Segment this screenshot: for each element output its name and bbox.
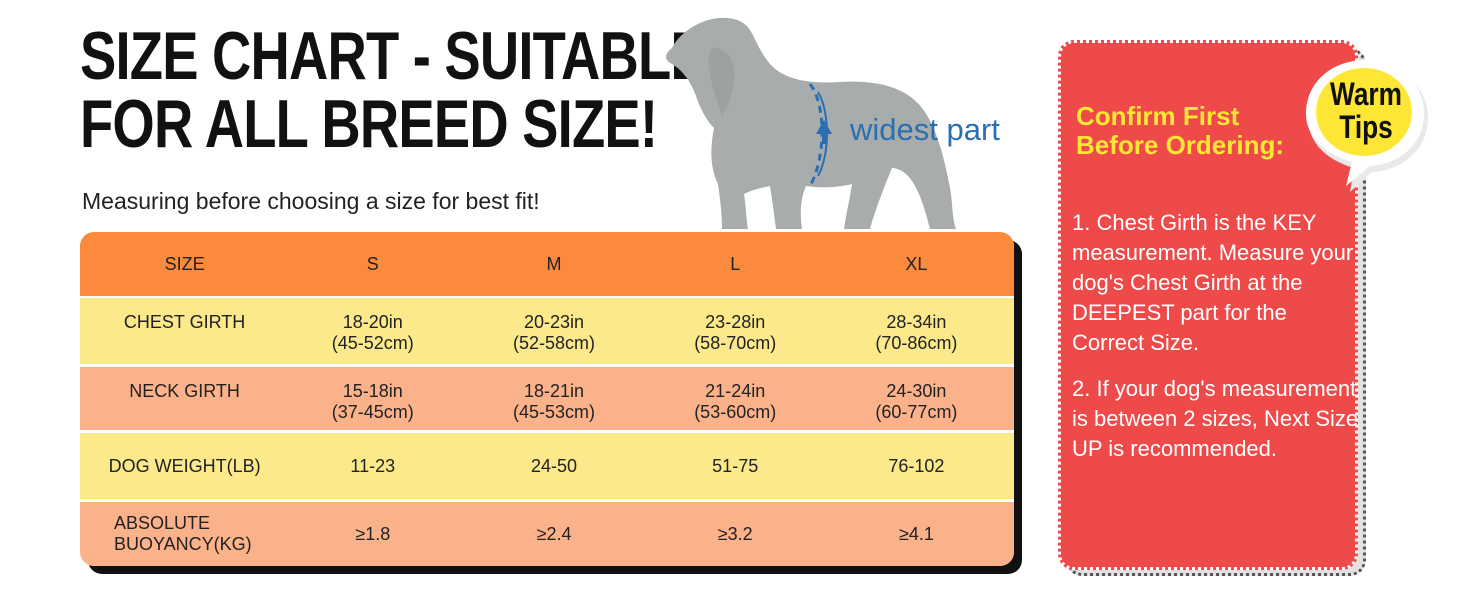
cell-s: 18-20in (45-52cm): [275, 312, 470, 354]
cell-cm: (37-45cm): [331, 402, 414, 422]
cell-cm: (45-52cm): [331, 333, 414, 353]
cell-xl: 28-34in (70-86cm): [819, 312, 1014, 354]
cell-cm: (60-77cm): [875, 402, 958, 422]
size-table: SIZE S M L XL CHEST GIRTH 18-20in (45-52…: [80, 232, 1022, 574]
title-line-2: FOR ALL BREED SIZE!: [80, 86, 658, 162]
page-title: SIZE CHART - SUITABLE FOR ALL BREED SIZE…: [80, 18, 707, 162]
cell-in: 24-30in: [886, 381, 947, 401]
row-label: CHEST GIRTH: [123, 312, 246, 332]
cell-cm: (53-60cm): [694, 402, 777, 422]
cell-xl: 24-30in (60-77cm): [819, 381, 1014, 423]
cell-s: 15-18in (37-45cm): [275, 381, 470, 423]
cell-cm: (70-86cm): [875, 333, 958, 353]
table-row-buoyancy: ABSOLUTE BUOYANCY(KG) ≥1.8 ≥2.4 ≥3.2 ≥4.…: [80, 502, 1014, 566]
tip-2: 2. If your dog's measurement is between …: [1072, 376, 1359, 461]
row-label-line-2: BUOYANCY(KG): [114, 534, 252, 554]
header-xl: XL: [905, 253, 928, 274]
cell-l: ≥3.2: [717, 523, 753, 544]
row-label: NECK GIRTH: [129, 381, 240, 401]
cell-in: 28-34in: [886, 312, 947, 332]
subtitle: Measuring before choosing a size for bes…: [82, 188, 540, 214]
warm-tips-label: Warm Tips: [1322, 78, 1411, 144]
speech-bubble-icon: [1306, 60, 1428, 192]
header-size: SIZE: [164, 253, 205, 274]
title-line-1: SIZE CHART - SUITABLE: [80, 18, 707, 94]
header-m: M: [546, 253, 562, 274]
cell-s: ≥1.8: [355, 523, 391, 544]
table-row-neck-girth: NECK GIRTH 15-18in (37-45cm) 18-21in (45…: [80, 367, 1014, 430]
cell-xl: ≥4.1: [898, 523, 934, 544]
cell-in: 18-20in: [342, 312, 403, 332]
cell-s: 11-23: [350, 455, 396, 476]
cell-cm: (58-70cm): [694, 333, 777, 353]
cell-m: 24-50: [530, 455, 577, 476]
cell-in: 18-21in: [523, 381, 584, 401]
cell-cm: (45-53cm): [512, 402, 595, 422]
header-s: S: [366, 253, 379, 274]
cell-m: 18-21in (45-53cm): [456, 381, 651, 423]
table-row-dog-weight: DOG WEIGHT(LB) 11-23 24-50 51-75 76-102: [80, 433, 1014, 499]
tips-heading-line-2: Before Ordering:: [1076, 130, 1285, 160]
cell-in: 23-28in: [705, 312, 766, 332]
tips-heading-line-1: Confirm First: [1076, 101, 1240, 131]
row-label: DOG WEIGHT(LB): [108, 455, 261, 476]
cell-xl: 76-102: [888, 455, 945, 476]
row-label-line-1: ABSOLUTE: [114, 513, 211, 533]
tips-panel: [1058, 40, 1358, 570]
cell-m: ≥2.4: [536, 523, 572, 544]
cell-l: 51-75: [712, 455, 759, 476]
table-row-chest-girth: CHEST GIRTH 18-20in (45-52cm) 20-23in (5…: [80, 298, 1014, 364]
header-l: L: [730, 253, 741, 274]
warm-tips-line-1: Warm: [1330, 76, 1402, 112]
tip-1: 1. Chest Girth is the KEY measurement. M…: [1072, 210, 1354, 355]
cell-in: 20-23in: [523, 312, 584, 332]
table-header-row: SIZE S M L XL: [80, 232, 1014, 296]
dog-silhouette-icon: [666, 17, 956, 230]
row-label: ABSOLUTE BUOYANCY(KG): [80, 513, 289, 555]
cell-in: 15-18in: [342, 381, 403, 401]
size-table-body: SIZE S M L XL CHEST GIRTH 18-20in (45-52…: [80, 232, 1014, 566]
cell-cm: (52-58cm): [512, 333, 595, 353]
cell-in: 21-24in: [705, 381, 766, 401]
tips-heading: Confirm First Before Ordering:: [1076, 102, 1284, 160]
cell-m: 20-23in (52-58cm): [456, 312, 651, 354]
warm-tips-line-2: Tips: [1339, 109, 1393, 145]
cell-l: 21-24in (53-60cm): [638, 381, 833, 423]
widest-part-label: widest part: [850, 112, 1000, 147]
cell-l: 23-28in (58-70cm): [638, 312, 833, 354]
